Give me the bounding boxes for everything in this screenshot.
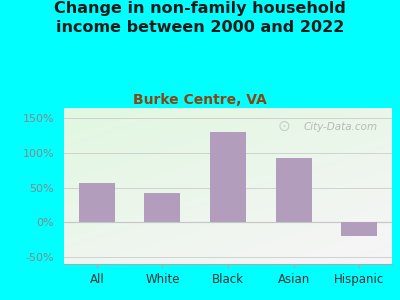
Bar	[276, 158, 312, 222]
Bar	[210, 132, 246, 222]
Text: Burke Centre, VA: Burke Centre, VA	[133, 93, 267, 107]
Text: City-Data.com: City-Data.com	[304, 122, 378, 132]
Bar	[341, 222, 377, 236]
Text: ⊙: ⊙	[277, 119, 290, 134]
Text: Change in non-family household
income between 2000 and 2022: Change in non-family household income be…	[54, 2, 346, 35]
Bar	[79, 183, 115, 222]
Bar	[144, 193, 180, 222]
